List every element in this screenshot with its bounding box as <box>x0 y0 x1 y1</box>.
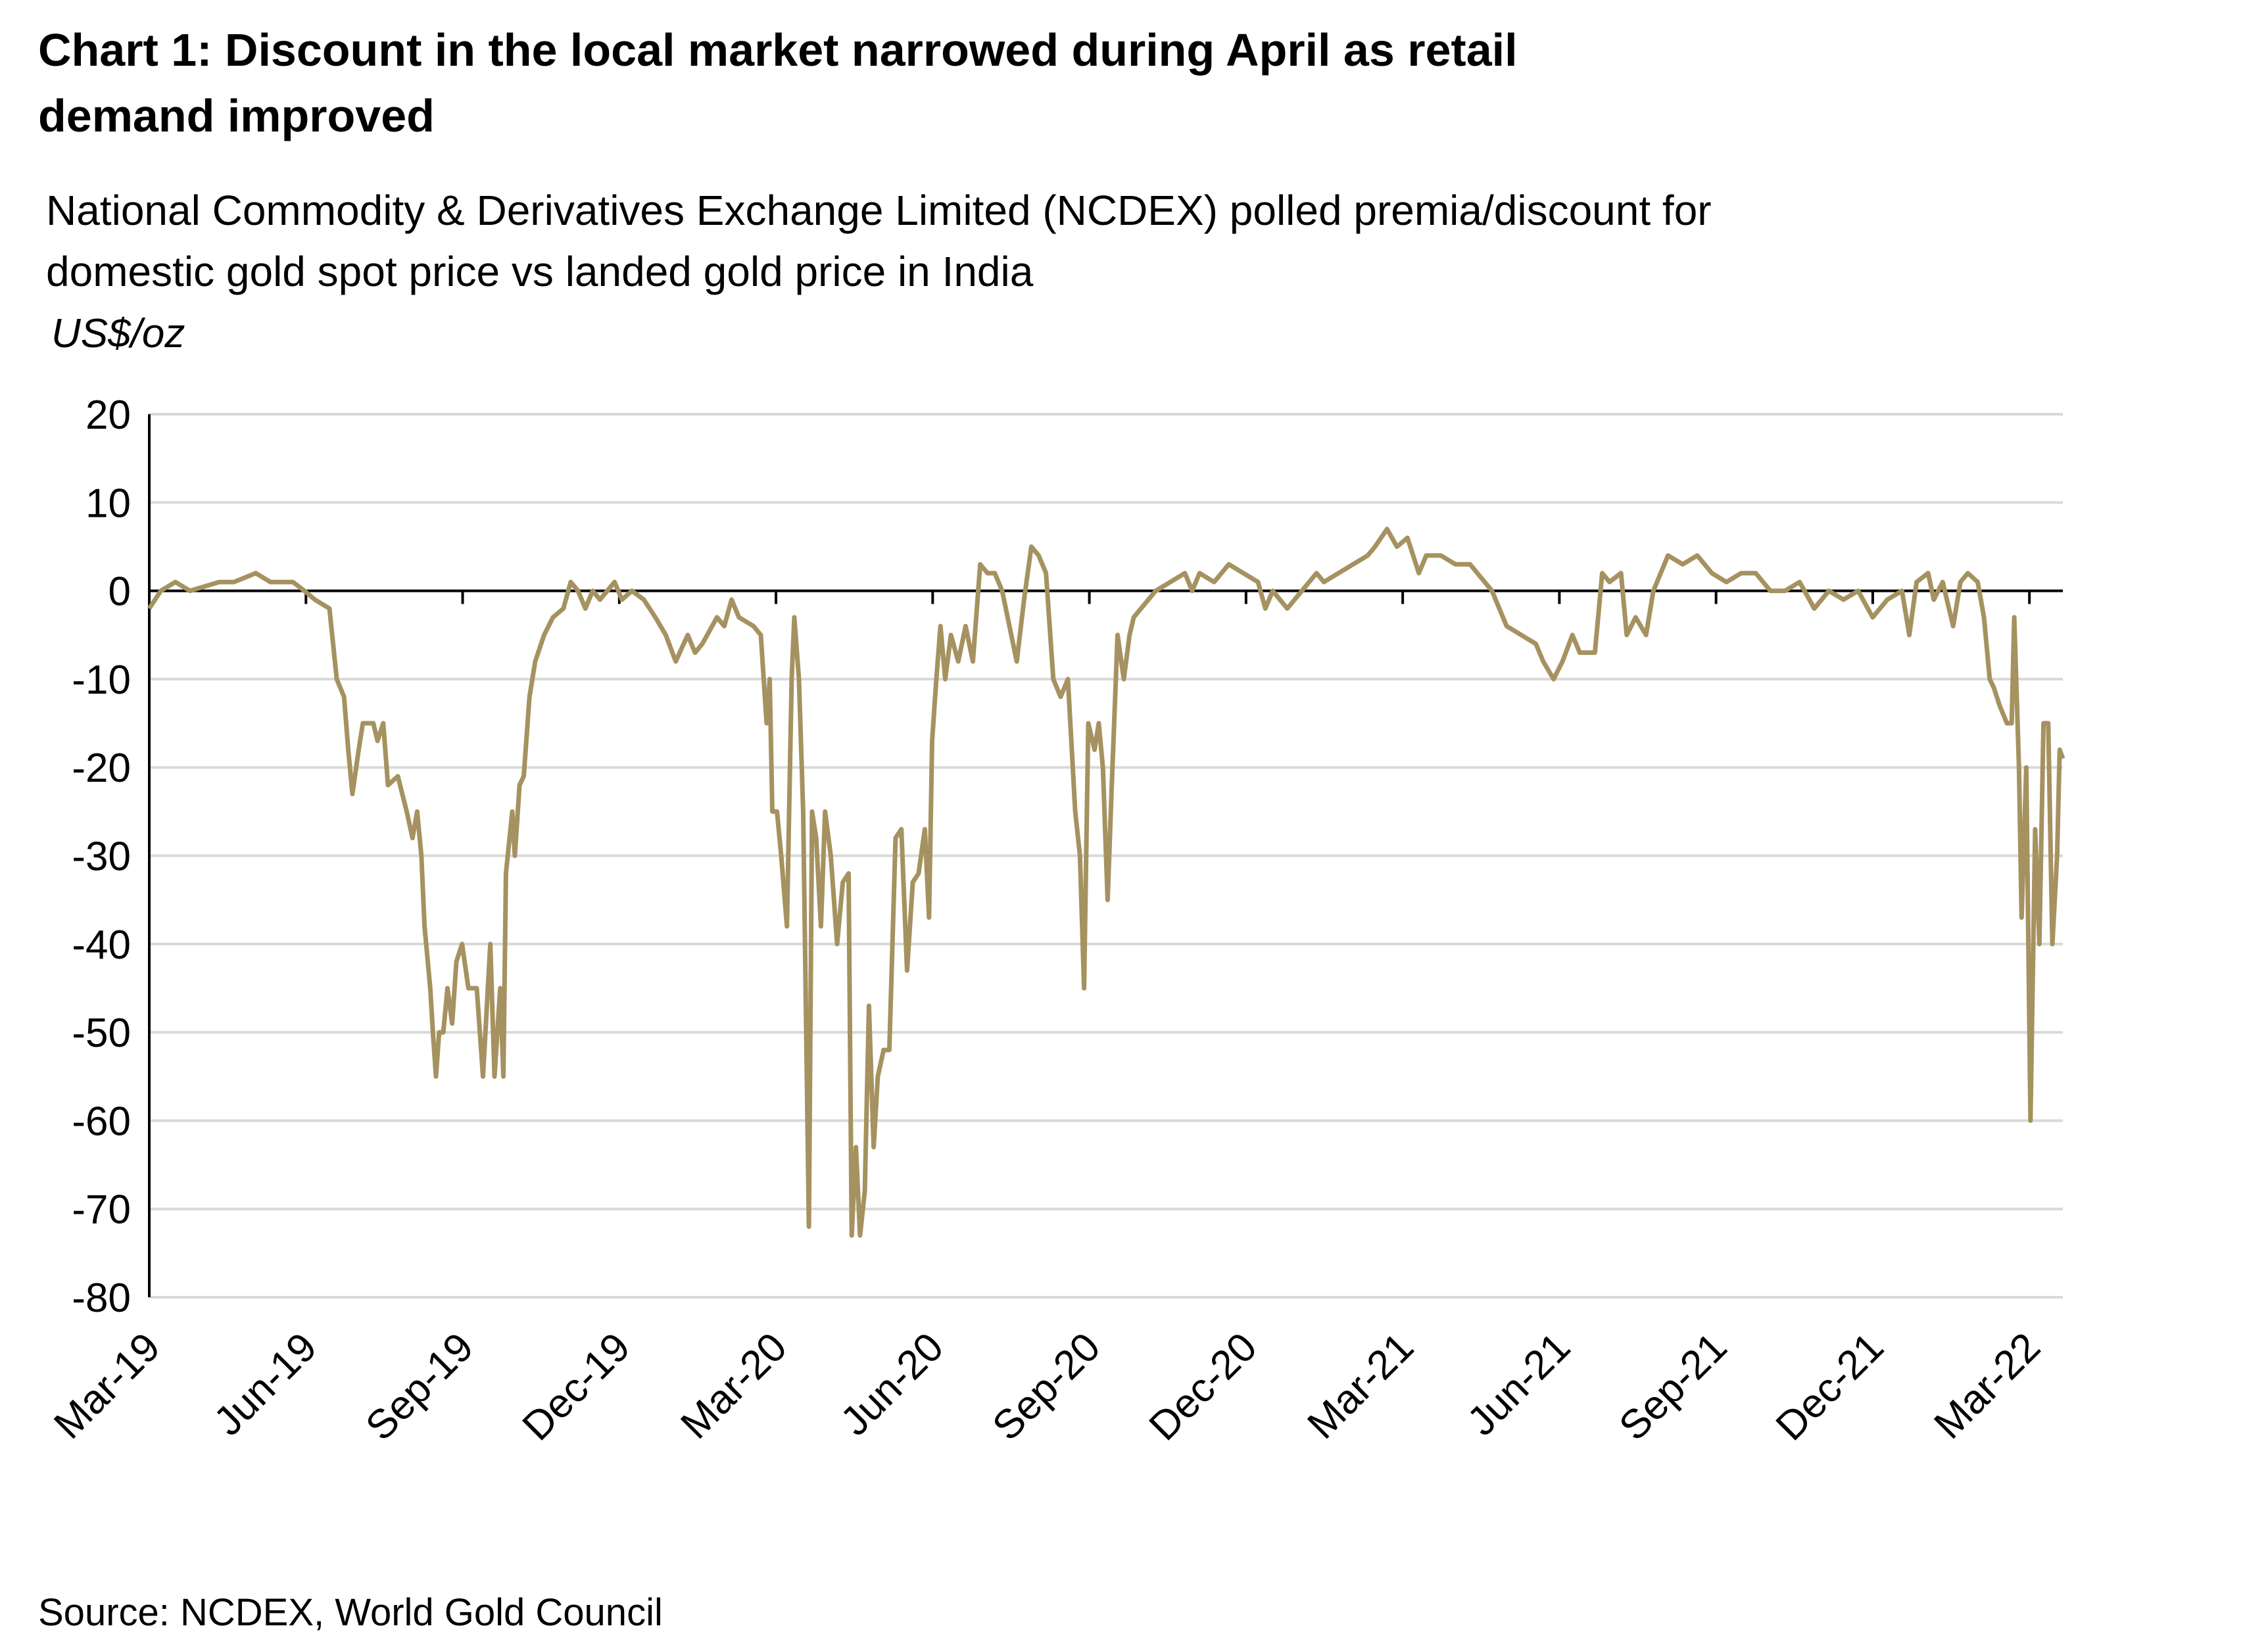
y-axis-ticks: 20 10 0 -10 -20 -30 -40 -50 -60 -70 -80 <box>72 393 131 1321</box>
y-tick-label: -60 <box>72 1099 131 1144</box>
y-tick-label: -80 <box>72 1276 131 1321</box>
x-tick-label: Sep-21 <box>1610 1324 1735 1449</box>
x-tick-label: Jun-20 <box>832 1324 952 1445</box>
y-tick-label: -30 <box>72 834 131 880</box>
y-tick-label: -70 <box>72 1187 131 1233</box>
y-tick-label: -50 <box>72 1011 131 1056</box>
x-tick-label: Sep-19 <box>357 1324 482 1449</box>
x-tick-label: Dec-20 <box>1141 1324 1266 1449</box>
x-tick-label: Mar-20 <box>672 1324 796 1448</box>
x-tick-label: Mar-19 <box>45 1324 169 1448</box>
chart-subtitle-line-1: National Commodity & Derivatives Exchang… <box>46 187 1712 234</box>
x-tick-label: Dec-21 <box>1768 1324 1893 1449</box>
chart-subtitle-line-2: domestic gold spot price vs landed gold … <box>46 248 1034 295</box>
y-axis-unit-label: US$/oz <box>51 311 185 356</box>
x-tick-label: Sep-20 <box>984 1324 1109 1449</box>
x-tick-label: Jun-21 <box>1459 1324 1579 1445</box>
y-tick-label: -20 <box>72 746 131 791</box>
y-tick-label: 20 <box>85 393 131 438</box>
y-tick-label: 0 <box>109 569 131 615</box>
chart-title-line-1: Chart 1: Discount in the local market na… <box>38 24 1518 76</box>
y-tick-label: -40 <box>72 922 131 968</box>
x-tick-label: Dec-19 <box>514 1324 639 1449</box>
y-tick-label: 10 <box>85 481 131 526</box>
x-tick-label: Mar-21 <box>1299 1324 1422 1448</box>
series-line <box>147 527 2065 1238</box>
chart-title-line-2: demand improved <box>38 90 435 141</box>
x-tick-label: Mar-22 <box>1925 1324 2049 1448</box>
y-tick-label: -10 <box>72 657 131 703</box>
source-note: Source: NCDEX, World Gold Council <box>38 1591 663 1634</box>
x-tick-label: Jun-19 <box>205 1324 326 1445</box>
